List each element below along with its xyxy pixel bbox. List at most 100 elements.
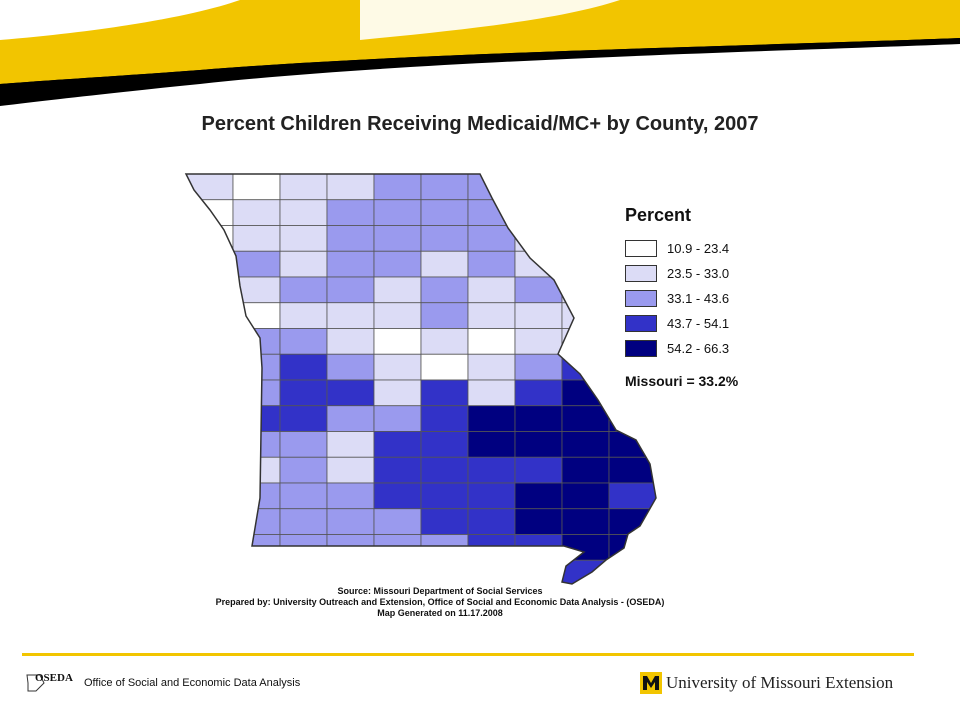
county-cell [186, 508, 234, 535]
county-cell [561, 405, 610, 432]
county-cell [279, 250, 328, 278]
county-cell [373, 431, 422, 458]
county-cell [232, 482, 281, 510]
county-cell [561, 302, 610, 329]
county-cell [514, 353, 563, 381]
legend-label: 23.5 - 33.0 [667, 266, 730, 281]
county-cell [232, 199, 281, 226]
prepared-by-line: Prepared by: University Outreach and Ext… [215, 597, 665, 607]
county-cell [373, 276, 422, 304]
county-cell [326, 328, 375, 355]
county-cell [186, 302, 234, 329]
county-cell [467, 508, 516, 535]
county-cell [420, 353, 469, 381]
county-cell [514, 508, 563, 535]
county-cell [326, 508, 375, 535]
county-cell [186, 199, 234, 226]
county-cell [561, 379, 610, 407]
county-cell [186, 379, 234, 407]
county-cell [420, 302, 469, 329]
county-cell [232, 174, 281, 201]
county-cell [467, 431, 516, 458]
county-cell [326, 250, 375, 278]
county-cell [467, 405, 516, 432]
county-cell [561, 276, 610, 304]
county-cell [373, 225, 422, 252]
county-cell [467, 199, 516, 226]
source-line: Source: Missouri Department of Social Se… [337, 586, 543, 596]
county-cell [561, 508, 610, 535]
legend-row: 43.7 - 54.1 [625, 311, 825, 336]
county-cell [561, 328, 610, 355]
county-cell [373, 250, 422, 278]
county-cell [467, 225, 516, 252]
county-cell [326, 482, 375, 510]
county-cell [373, 456, 422, 484]
county-cell [232, 456, 281, 484]
legend-label: 43.7 - 54.1 [667, 316, 730, 331]
county-cell [232, 353, 281, 381]
county-cell [373, 534, 422, 561]
county-cell [326, 559, 375, 584]
county-cell [467, 534, 516, 561]
map-legend: Percent 10.9 - 23.4 23.5 - 33.0 33.1 - 4… [625, 205, 825, 389]
legend-row: 10.9 - 23.4 [625, 236, 825, 261]
county-cell [373, 482, 422, 510]
university-of-missouri-logo [640, 672, 662, 694]
county-cell [373, 405, 422, 432]
county-cell [608, 405, 656, 432]
county-cell [326, 379, 375, 407]
county-cell [608, 174, 656, 201]
oseda-name: Office of Social and Economic Data Analy… [84, 677, 301, 689]
county-cell [279, 456, 328, 484]
county-cell [186, 276, 234, 304]
county-cell [514, 250, 563, 278]
county-cell [420, 482, 469, 510]
county-cell [608, 431, 656, 458]
county-cell [561, 456, 610, 484]
county-cell [514, 431, 563, 458]
county-cell [326, 456, 375, 484]
county-cell [232, 405, 281, 432]
svg-text:OSEDA: OSEDA [35, 672, 73, 684]
county-cell [232, 379, 281, 407]
county-cell [279, 276, 328, 304]
county-cell [514, 482, 563, 510]
legend-label: 10.9 - 23.4 [667, 241, 730, 256]
county-cell [561, 353, 610, 381]
county-cell [467, 353, 516, 381]
county-cell [186, 534, 234, 561]
county-cell [467, 482, 516, 510]
county-cell [186, 559, 234, 584]
county-cell [186, 431, 234, 458]
county-cell [420, 328, 469, 355]
legend-row: 54.2 - 66.3 [625, 336, 825, 361]
county-cell [326, 405, 375, 432]
county-cell [608, 559, 656, 584]
legend-title: Percent [625, 205, 692, 225]
university-name: University of Missouri Extension [666, 673, 894, 692]
county-cell [326, 174, 375, 201]
county-cell [514, 199, 563, 226]
source-note: Source: Missouri Department of Social Se… [0, 586, 880, 619]
county-cell [326, 534, 375, 561]
county-cell [420, 405, 469, 432]
county-cell [232, 225, 281, 252]
county-cell [467, 379, 516, 407]
county-cell [186, 353, 234, 381]
state-average-label: Missouri = 33.2% [625, 373, 739, 389]
legend-label: 54.2 - 66.3 [667, 341, 730, 356]
county-cell [420, 534, 469, 561]
county-cell [514, 559, 563, 584]
county-cell [232, 534, 281, 561]
map-title: Percent Children Receiving Medicaid/MC+ … [201, 113, 759, 135]
county-cell [186, 456, 234, 484]
county-cell [279, 225, 328, 252]
county-cell [467, 559, 516, 584]
county-cell [514, 379, 563, 407]
county-cell [232, 302, 281, 329]
county-cell [279, 559, 328, 584]
county-cell [561, 174, 610, 201]
generated-date-line: Map Generated on 11.17.2008 [377, 608, 503, 618]
county-cell [561, 250, 610, 278]
